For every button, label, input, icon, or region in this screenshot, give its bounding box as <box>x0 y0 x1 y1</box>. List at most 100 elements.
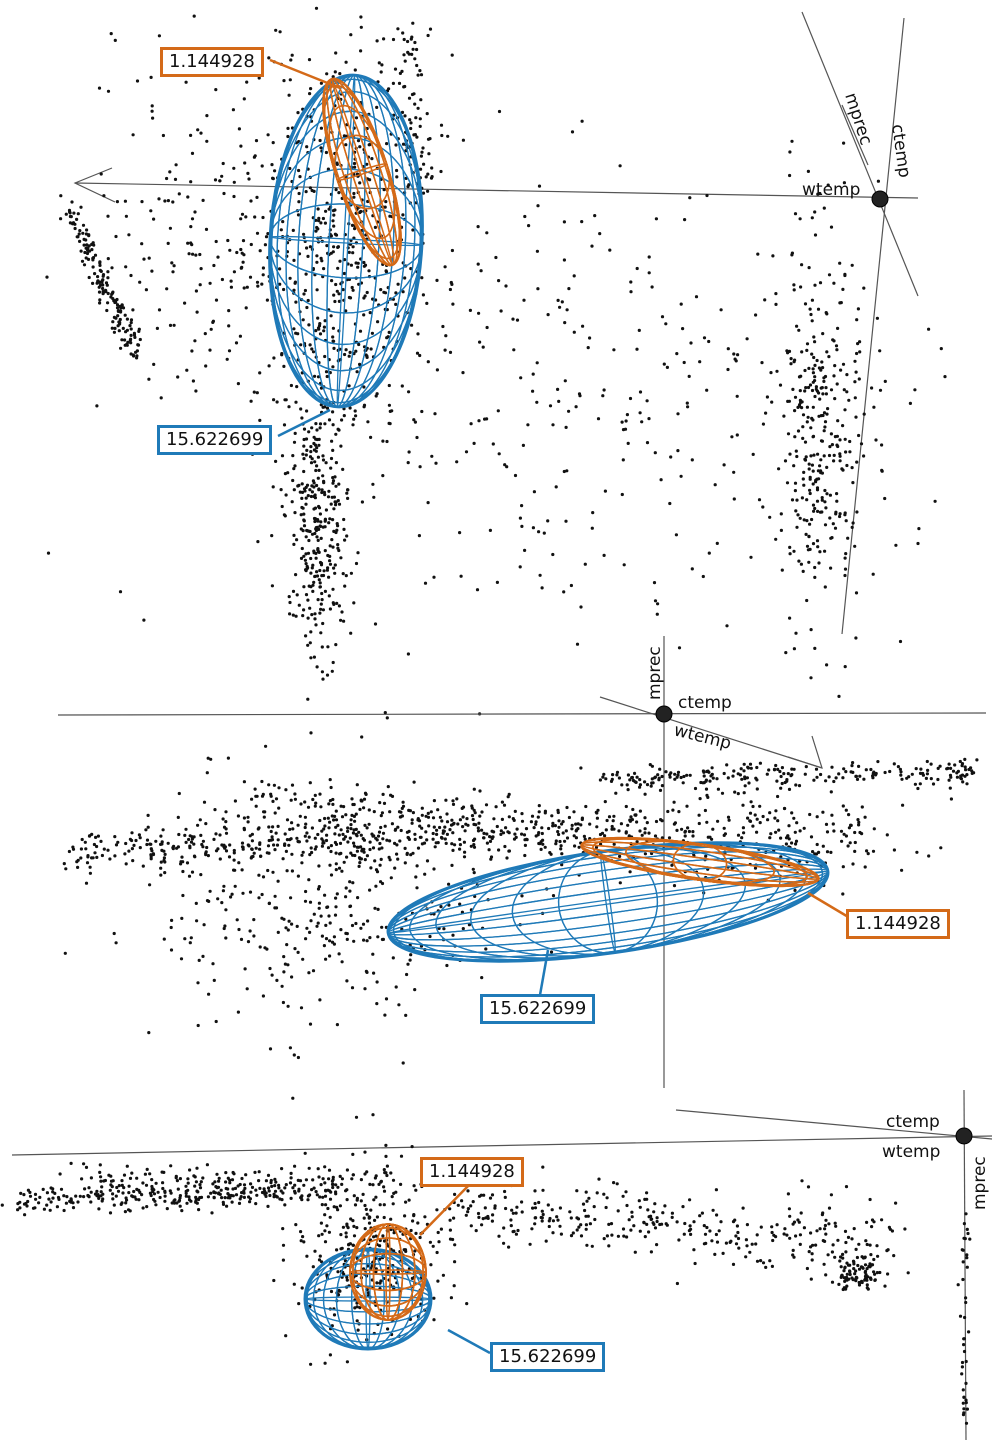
scatter-point <box>309 1362 313 1366</box>
scatter-point <box>330 814 334 818</box>
scatter-point <box>321 474 325 478</box>
scatter-point <box>449 823 454 827</box>
scatter-point <box>317 578 321 582</box>
scatter-point <box>332 566 336 570</box>
scatter-point <box>269 838 273 842</box>
scatter-point <box>393 841 397 846</box>
scatter-point <box>731 774 735 778</box>
scatter-point <box>810 1252 814 1256</box>
scatter-point <box>797 375 802 379</box>
panel-1-blue-annotation: 15.622699 <box>157 425 273 455</box>
scatter-point <box>388 858 392 862</box>
scatter-point <box>291 1096 295 1100</box>
scatter-point <box>84 256 88 260</box>
scatter-point <box>883 770 887 775</box>
scatter-point <box>833 364 837 368</box>
scatter-point <box>551 552 555 557</box>
scatter-point <box>312 516 317 521</box>
scatter-point <box>338 259 342 263</box>
scatter-point <box>472 822 476 827</box>
scatter-point <box>956 1283 960 1287</box>
scatter-point <box>964 1212 968 1216</box>
scatter-point <box>445 963 449 968</box>
scatter-point <box>813 375 817 379</box>
scatter-point <box>403 861 407 865</box>
scatter-point <box>347 250 351 254</box>
scatter-point <box>961 1277 965 1282</box>
scatter-point <box>732 352 736 356</box>
scatter-point <box>748 762 753 766</box>
scatter-point <box>340 1177 344 1181</box>
scatter-point <box>686 405 690 409</box>
scatter-point <box>207 992 211 996</box>
scatter-point <box>612 1181 616 1185</box>
scatter-point <box>876 1254 880 1258</box>
scatter-point <box>816 452 820 456</box>
scatter-point <box>332 224 336 228</box>
scatter-point <box>892 762 896 766</box>
panel-1-orange-annotation: 1.144928 <box>160 47 264 77</box>
scatter-point <box>350 797 354 801</box>
scatter-point <box>199 873 203 877</box>
panel-3-blue-leader <box>447 1328 491 1355</box>
scatter-point <box>212 1196 216 1200</box>
scatter-point <box>555 1215 559 1219</box>
scatter-point <box>378 841 382 846</box>
scatter-point <box>177 192 181 196</box>
scatter-point <box>292 288 296 292</box>
scatter-point <box>351 1219 355 1223</box>
scatter-point <box>278 282 282 286</box>
scatter-point <box>323 1181 327 1185</box>
scatter-point <box>756 252 760 256</box>
scatter-point <box>302 292 306 296</box>
scatter-point <box>638 778 642 782</box>
scatter-point <box>254 794 258 798</box>
scatter-point <box>101 292 105 296</box>
scatter-point <box>132 843 136 848</box>
scatter-point <box>801 477 805 481</box>
scatter-point <box>706 795 710 800</box>
scatter-point <box>169 1191 173 1195</box>
scatter-point <box>406 652 410 656</box>
scatter-point <box>108 857 112 861</box>
scatter-point <box>810 463 815 467</box>
mesh-line <box>387 868 829 936</box>
scatter-point <box>630 1215 634 1219</box>
scatter-point <box>327 521 331 525</box>
scatter-point <box>111 320 115 324</box>
scatter-point <box>323 422 327 426</box>
scatter-point <box>607 1244 611 1248</box>
scatter-point <box>278 267 282 271</box>
scatter-point <box>321 1177 325 1181</box>
scatter-point <box>110 292 114 296</box>
scatter-point <box>196 1023 200 1028</box>
scatter-point <box>331 1182 335 1186</box>
scatter-point <box>903 1227 907 1231</box>
scatter-point <box>37 1201 41 1205</box>
scatter-point <box>216 897 220 901</box>
scatter-point <box>165 287 169 291</box>
scatter-point <box>353 227 357 231</box>
scatter-point <box>838 452 842 456</box>
scatter-point <box>129 273 133 278</box>
scatter-point <box>111 1197 115 1201</box>
scatter-point <box>631 807 635 812</box>
panel-1-axes <box>73 11 919 635</box>
scatter-point <box>377 847 381 851</box>
scatter-point <box>749 800 753 804</box>
scatter-point <box>249 856 253 860</box>
scatter-point <box>312 912 316 916</box>
scatter-point <box>505 856 509 860</box>
scatter-point <box>455 460 459 464</box>
scatter-point <box>420 806 424 810</box>
scatter-point <box>227 309 231 313</box>
scatter-point <box>532 826 536 830</box>
scatter-point <box>109 31 113 36</box>
scatter-point <box>497 1234 501 1238</box>
scatter-point <box>76 212 80 216</box>
scatter-point <box>188 1168 192 1172</box>
scatter-point <box>845 463 849 468</box>
scatter-point <box>247 844 251 848</box>
scatter-point <box>228 843 232 847</box>
scatter-point <box>786 432 791 436</box>
